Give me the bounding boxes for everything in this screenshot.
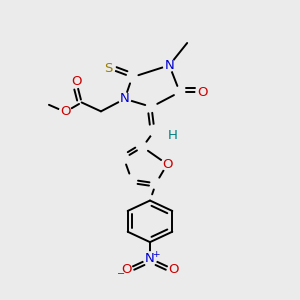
Circle shape [102,62,115,75]
Text: O: O [197,85,207,98]
Text: O: O [71,75,82,88]
Circle shape [168,263,180,275]
Text: −: − [117,268,125,279]
Circle shape [143,252,157,265]
Circle shape [196,86,208,98]
Text: H: H [167,129,177,142]
Circle shape [167,130,178,141]
Text: O: O [169,263,179,276]
Circle shape [161,158,173,170]
Circle shape [120,263,132,275]
Text: N: N [145,252,155,265]
Circle shape [59,106,71,118]
Text: N: N [120,92,130,105]
Text: N: N [164,59,174,72]
Text: S: S [104,62,112,75]
Text: O: O [121,263,131,276]
Circle shape [164,59,175,71]
Text: O: O [60,106,70,118]
Circle shape [119,93,131,105]
Text: +: + [152,250,160,260]
Text: O: O [162,158,172,171]
Circle shape [70,76,82,88]
Circle shape [149,125,160,136]
